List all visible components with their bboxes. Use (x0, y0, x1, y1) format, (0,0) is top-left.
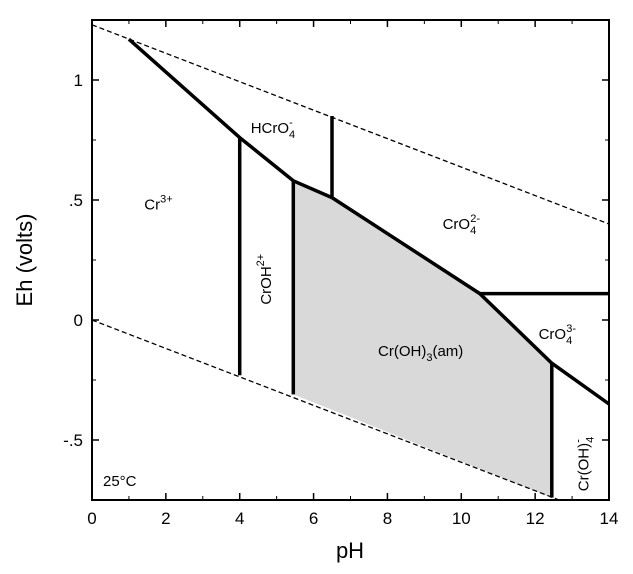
x-tick-label: 12 (526, 509, 545, 528)
x-tick-label: 10 (452, 509, 471, 528)
water-stability-lines (92, 24, 609, 500)
field-label-croh3: Cr(OH)3(am) (378, 343, 463, 364)
x-tick-label: 2 (161, 509, 170, 528)
field-label-cro4-3: CrO43- (539, 323, 577, 347)
field-label-croh2: CrOH2+ (255, 254, 275, 305)
phase-boundaries (127, 37, 611, 498)
field-labels: Cr3+ HCrO4- CrO42- CrOH2+ Cr(OH)3(am) CrO43- C… (144, 117, 596, 491)
x-axis-title: pH (336, 538, 364, 563)
y-axis-title: Eh (volts) (12, 214, 37, 307)
field-label-hcro4: HCrO4- (251, 117, 295, 141)
field-label-croh4: Cr(OH)4- (573, 437, 597, 491)
axis-ticks: 0 2 4 6 8 10 12 14 -.5 0 .5 1 (63, 20, 618, 528)
field-label-cro4-2: CrO42- (443, 213, 481, 237)
field-label-cr3: Cr3+ (144, 194, 172, 214)
x-tick-label: 0 (87, 509, 96, 528)
water-line-lower (92, 319, 561, 500)
water-line-upper (92, 24, 609, 225)
x-tick-label: 4 (235, 509, 244, 528)
y-tick-label: 1 (74, 71, 83, 90)
shaded-region (293, 180, 552, 498)
y-tick-label: -.5 (63, 431, 83, 450)
y-tick-label: 0 (74, 311, 83, 330)
x-tick-label: 6 (309, 509, 318, 528)
temperature-annotation: 25°C (103, 473, 137, 490)
shaded-region-layer (293, 180, 552, 498)
y-tick-label: .5 (69, 191, 83, 210)
x-tick-label: 14 (600, 509, 619, 528)
x-tick-label: 8 (383, 509, 392, 528)
